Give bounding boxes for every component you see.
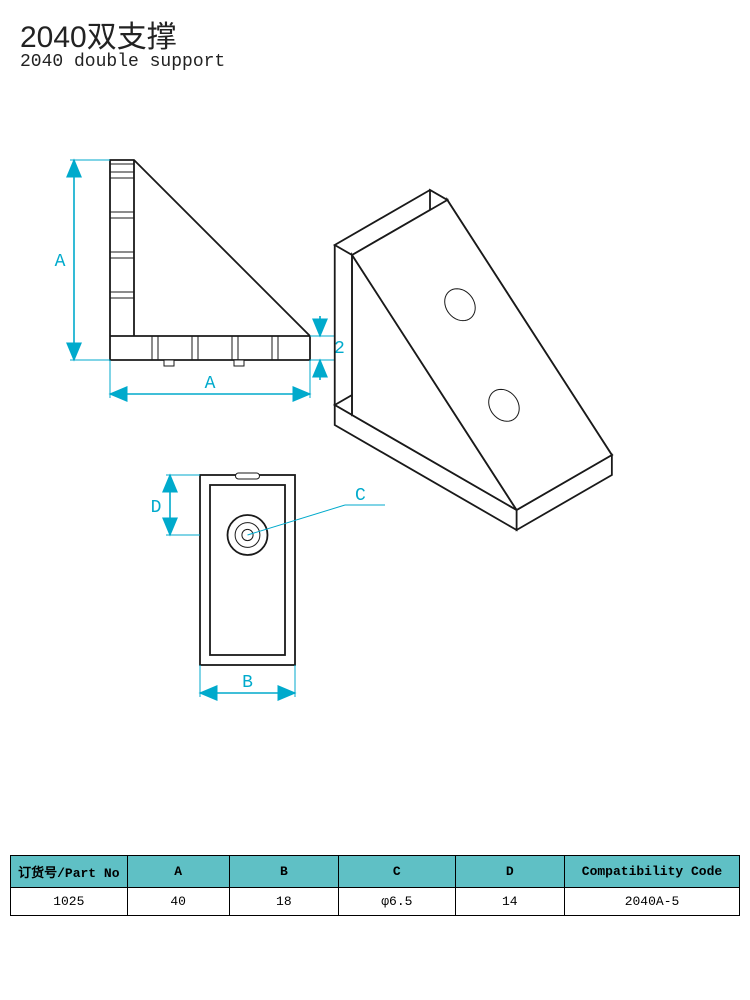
- dim-label-A-vert: A: [55, 252, 66, 272]
- table-header-cell: C: [339, 856, 456, 888]
- isometric-view: [335, 190, 612, 530]
- table-header-row: 订货号/Part NoABCDCompatibility Code: [11, 856, 740, 888]
- side-elevation-view: AA2: [55, 160, 345, 398]
- table-header-cell: B: [229, 856, 338, 888]
- dim-label-D: D: [151, 498, 162, 518]
- table-cell: φ6.5: [339, 888, 456, 916]
- top-plan-view: D C B: [151, 473, 385, 697]
- table-cell: 40: [127, 888, 229, 916]
- table-header-cell: A: [127, 856, 229, 888]
- table-cell: 1025: [11, 888, 128, 916]
- technical-drawing: AA2 DCB: [0, 0, 750, 840]
- spec-table: 订货号/Part NoABCDCompatibility Code1025401…: [10, 855, 740, 916]
- table-cell: 18: [229, 888, 338, 916]
- dim-label-A-horiz: A: [205, 374, 216, 394]
- dim-label-B: B: [242, 673, 253, 693]
- table-header-cell: 订货号/Part No: [11, 856, 128, 888]
- dim-label-C: C: [355, 486, 366, 506]
- table-row: 10254018φ6.5142040A-5: [11, 888, 740, 916]
- table-header-cell: D: [455, 856, 564, 888]
- table-cell: 14: [455, 888, 564, 916]
- table-cell: 2040A-5: [564, 888, 739, 916]
- table-header-cell: Compatibility Code: [564, 856, 739, 888]
